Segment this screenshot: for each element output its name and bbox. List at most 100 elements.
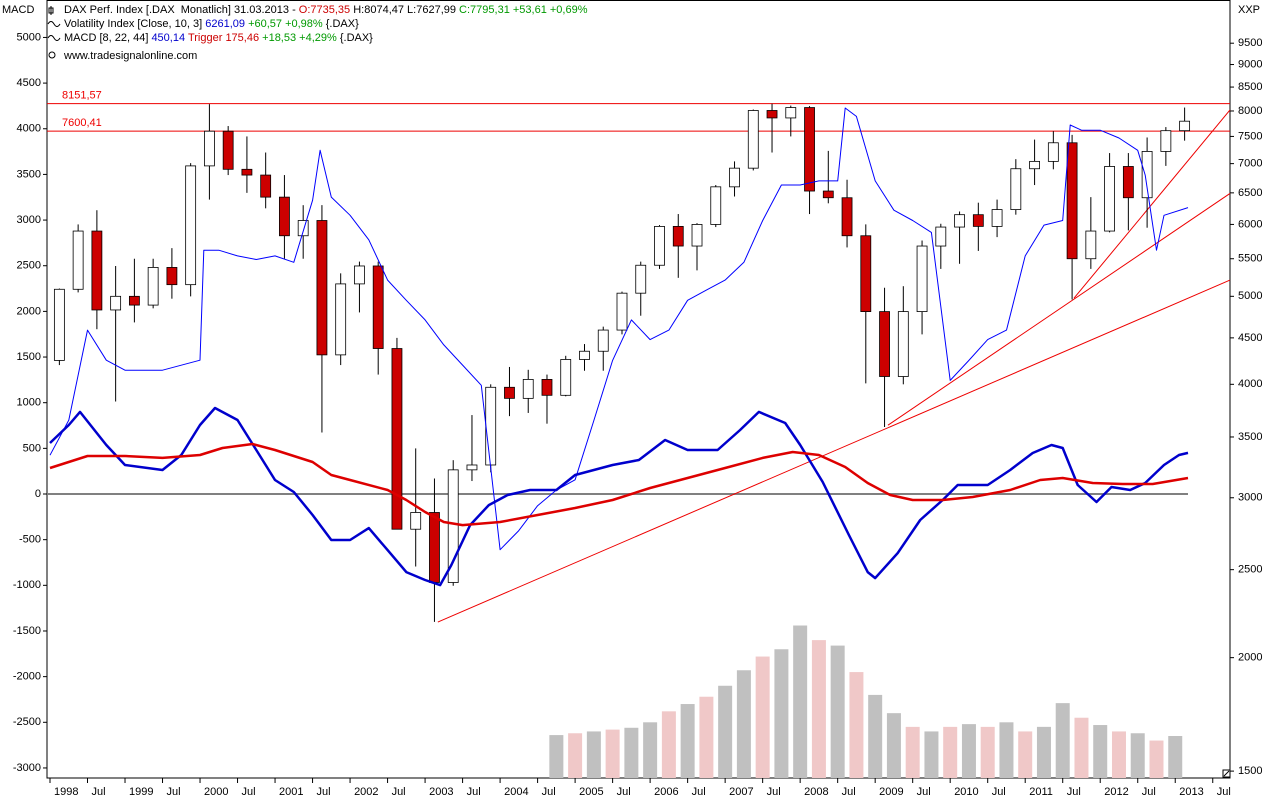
candle-body [354,265,365,285]
y2-tick-label: 9500 [1238,37,1262,49]
candle-body [991,209,1003,227]
candle-body [335,283,347,356]
legend-text: Volatility Index [Close, 10, 3] [64,18,205,30]
candle-body [447,469,459,583]
y-tick-label: 1500 [17,351,41,363]
legend-text: MACD [8, 22, 44] [64,32,151,44]
volume-bar [736,670,751,778]
volume-bar [774,649,789,778]
volume-bar [680,704,695,778]
volume-bar [549,735,564,778]
candle-body [241,168,253,176]
y-tick-label: 500 [23,442,41,454]
candle-body [1029,160,1040,170]
trend-line [437,279,1231,623]
y2-tick-label: 5500 [1238,253,1262,265]
x-tick-label: 2012 [1104,786,1128,798]
y2-tick-label: 3500 [1238,431,1262,443]
volume-bar [849,672,864,778]
candle-body [804,107,815,192]
volume-bar [755,656,770,778]
volume-bar [586,731,601,778]
candle-body [785,107,797,119]
legend-text: Trigger 175,46 [185,32,259,44]
x-tick-label: Jul [842,786,856,798]
volume-bar [1168,735,1183,778]
candle-body [766,110,778,119]
volume-bar [1130,733,1145,778]
volume-bar [1036,726,1051,778]
x-tick-label: Jul [1142,786,1156,798]
candle-body [1010,168,1022,210]
volume-bar [1093,725,1108,778]
candle-body [72,230,84,290]
volume-bar [643,722,658,778]
candle-body [635,264,647,294]
candle-body [1104,166,1115,232]
level-label: 7600,41 [62,117,102,129]
candle-body [222,130,234,170]
candle-body [616,292,628,331]
legend-text: www.tradesignalonline.com [63,50,197,62]
x-tick-label: 2002 [354,786,378,798]
candle-body [691,224,703,247]
y2-tick-label: 6000 [1238,218,1262,230]
candle-body [972,214,984,227]
candle-body [1160,130,1172,152]
x-tick-label: Jul [1067,786,1081,798]
y2-tick-label: 1500 [1238,765,1262,777]
x-tick-label: 2009 [879,786,903,798]
x-tick-label: Jul [317,786,331,798]
legend-text: H:8074,47 L:7627,99 [350,4,459,16]
volume-bar [718,685,733,778]
trend-line [887,193,1231,426]
y2-tick-label: 7500 [1238,130,1262,142]
series-line [49,442,1189,527]
candle-body [841,197,853,237]
legend-entry: MACD [8, 22, 44] 450,14 Trigger 175,46 +… [64,32,373,44]
x-tick-label: Jul [242,786,256,798]
x-tick-label: Jul [542,786,556,798]
corner-icon [1223,770,1230,777]
x-tick-label: 2007 [729,786,753,798]
legend-text: {.DAX} [323,18,359,30]
volume-bar [1149,740,1164,778]
legend-entry: Volatility Index [Close, 10, 3] 6261,09 … [64,18,359,30]
candle-body [504,386,515,399]
x-tick-label: 2004 [504,786,528,798]
y-tick-label: -3000 [13,762,41,774]
legend-text: +18,53 +4,29% [259,32,337,44]
y-tick-label: -500 [19,534,41,546]
candle-body [541,379,553,396]
candle-body [897,311,909,377]
legend-text: C:7795,31 +53,61 +0,69% [459,4,588,16]
x-tick-label: 2005 [579,786,603,798]
volume-bar [605,729,620,778]
line-icon [47,35,61,41]
candle-body [147,267,159,306]
candle-body [429,512,440,583]
right-axis-title: XXP [1238,4,1260,16]
candle-body [279,196,290,237]
candle-body [654,225,665,266]
series-line [49,406,1189,587]
x-tick-label: Jul [917,786,931,798]
volume-bar [868,694,883,778]
line-icon [47,21,61,27]
volume-bar [924,731,939,778]
link-icon [48,51,56,59]
legend-entry: www.tradesignalonline.com [63,50,197,62]
y-tick-label: -1500 [13,625,41,637]
legend-text: 6261,09 [205,18,245,30]
y2-tick-label: 6500 [1238,187,1262,199]
volume-bar [811,640,826,778]
candle-body [391,348,403,530]
candle-body [672,225,684,247]
x-tick-label: Jul [467,786,481,798]
x-tick-label: Jul [767,786,781,798]
x-tick-label: 2011 [1029,786,1053,798]
candle-body [597,329,609,352]
volume-bar [1018,731,1033,778]
volume-bar [830,645,845,778]
